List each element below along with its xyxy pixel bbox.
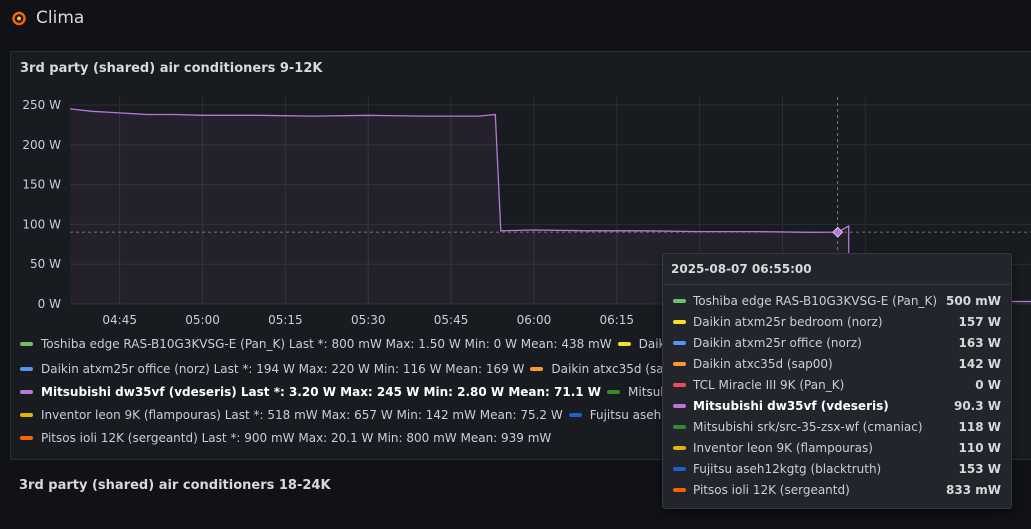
tooltip-series-value: 500 mW (946, 294, 1001, 308)
tooltip-row: Daikin atxm25r office (norz) 163 W (671, 334, 1003, 355)
legend-item[interactable]: Daikin atxm25r office (norz) Last *: 194… (20, 362, 524, 376)
legend-item[interactable]: Pitsos ioli 12K (sergeantd) Last *: 900 … (20, 431, 551, 445)
tooltip-swatch (673, 362, 686, 366)
tooltip-list: Toshiba edge RAS-B10G3KVSG-E (Pan_K) 500 … (671, 292, 1003, 502)
tooltip-swatch (673, 341, 686, 345)
tooltip-series-value: 110 W (958, 441, 1001, 455)
tooltip-row: Pitsos ioli 12K (sergeantd) 833 mW (671, 481, 1003, 502)
tooltip-series-value: 163 W (958, 336, 1001, 350)
legend-swatch (20, 436, 33, 440)
grafana-logo-icon[interactable] (11, 10, 27, 26)
legend-swatch (20, 342, 33, 346)
tooltip-row: Inventor leon 9K (flampouras) 110 W (671, 439, 1003, 460)
x-tick-label: 05:00 (185, 313, 220, 327)
top-bar: Clima (0, 0, 1031, 40)
legend-label: Toshiba edge RAS-B10G3KVSG-E (Pan_K) Las… (41, 337, 612, 351)
hover-tooltip: 2025-08-07 06:55:00 Toshiba edge RAS-B10… (662, 253, 1012, 509)
panel-title-2[interactable]: 3rd party (shared) air conditioners 18-2… (19, 478, 331, 493)
dashboard-title[interactable]: Clima (36, 8, 85, 28)
tooltip-swatch (673, 320, 686, 324)
tooltip-swatch (673, 467, 686, 471)
tooltip-series-name: Daikin atxm25r office (norz) (693, 336, 862, 350)
tooltip-row: TCL Miracle III 9K (Pan_K) 0 W (671, 376, 1003, 397)
tooltip-series-name: Inventor leon 9K (flampouras) (693, 441, 873, 455)
tooltip-series-value: 118 W (958, 420, 1001, 434)
divider (663, 284, 1011, 285)
tooltip-row: Toshiba edge RAS-B10G3KVSG-E (Pan_K) 500 … (671, 292, 1003, 313)
tooltip-series-value: 833 mW (946, 483, 1001, 497)
legend-row: Pitsos ioli 12K (sergeantd) Last *: 900 … (20, 429, 557, 445)
tooltip-swatch (673, 446, 686, 450)
legend-swatch (20, 390, 33, 394)
series-line (69, 108, 1031, 303)
tooltip-swatch (673, 299, 686, 303)
legend-label: Mitsubishi dw35vf (vdeseris) Last *: 3.2… (41, 385, 602, 399)
tooltip-series-name: Mitsubishi dw35vf (vdeseris) (693, 399, 889, 413)
y-tick-label: 200 W (22, 138, 61, 152)
tooltip-swatch (673, 383, 686, 387)
tooltip-swatch (673, 404, 686, 408)
hover-point (832, 226, 844, 238)
tooltip-swatch (673, 425, 686, 429)
legend-item[interactable]: Toshiba edge RAS-B10G3KVSG-E (Pan_K) Las… (20, 337, 612, 351)
tooltip-series-value: 157 W (958, 315, 1001, 329)
tooltip-row: Daikin atxm25r bedroom (norz) 157 W (671, 313, 1003, 334)
legend-swatch (530, 367, 544, 371)
x-tick-label: 05:45 (434, 313, 469, 327)
tooltip-series-name: Fujitsu aseh12kgtg (blacktruth) (693, 462, 882, 476)
y-tick-label: 150 W (22, 178, 61, 192)
legend-label: Daikin atxm25r office (norz) Last *: 194… (41, 362, 525, 376)
tooltip-row: Mitsubishi srk/src-35-zsx-wf (cmaniac) 11… (671, 418, 1003, 439)
tooltip-series-name: Mitsubishi srk/src-35-zsx-wf (cmaniac) (693, 420, 923, 434)
legend-label: Pitsos ioli 12K (sergeantd) Last *: 900 … (41, 431, 552, 445)
legend-item[interactable]: Inventor leon 9K (flampouras) Last *: 51… (20, 408, 563, 422)
x-tick-label: 04:45 (102, 313, 137, 327)
tooltip-series-value: 142 W (958, 357, 1001, 371)
y-tick-label: 0 W (38, 297, 61, 311)
legend-swatch (607, 390, 621, 394)
tooltip-series-value: 153 W (958, 462, 1001, 476)
tooltip-series-name: Pitsos ioli 12K (sergeantd) (693, 483, 850, 497)
tooltip-series-value: 90.3 W (953, 399, 1001, 413)
x-tick-label: 05:30 (351, 313, 386, 327)
legend-item[interactable]: Mitsubishi dw35vf (vdeseris) Last *: 3.2… (20, 385, 601, 399)
tooltip-row: Mitsubishi dw35vf (vdeseris) 90.3 W (671, 397, 1003, 418)
tooltip-series-name: Toshiba edge RAS-B10G3KVSG-E (Pan_K) (693, 294, 938, 308)
legend-row: Daikin atxm25r office (norz) Last *: 194… (20, 360, 697, 376)
tooltip-swatch (673, 488, 686, 492)
y-tick-label: 250 W (22, 98, 61, 112)
y-tick-label: 50 W (30, 257, 61, 271)
legend-swatch (20, 413, 33, 417)
x-tick-label: 06:00 (517, 313, 552, 327)
tooltip-timestamp: 2025-08-07 06:55:00 (671, 262, 812, 276)
tooltip-series-value: 0 W (975, 378, 1001, 392)
x-tick-label: 06:15 (599, 313, 634, 327)
tooltip-series-name: Daikin atxm25r bedroom (norz) (693, 315, 883, 329)
tooltip-row: Daikin atxc35d (sap00) 142 W (671, 355, 1003, 376)
legend-swatch (568, 413, 582, 417)
tooltip-row: Fujitsu aseh12kgtg (blacktruth) 153 W (671, 460, 1003, 481)
legend-label: Inventor leon 9K (flampouras) Last *: 51… (41, 408, 563, 422)
legend-swatch (20, 367, 33, 371)
tooltip-series-name: Daikin atxc35d (sap00) (693, 357, 833, 371)
legend-item[interactable]: Daikin atxc35d (sap00) (530, 362, 691, 376)
panel-title[interactable]: 3rd party (shared) air conditioners 9-12… (20, 61, 323, 76)
legend-label: Daikin atxc35d (sap00) (551, 362, 692, 376)
x-tick-label: 05:15 (268, 313, 303, 327)
y-tick-label: 100 W (22, 217, 61, 231)
tooltip-series-name: TCL Miracle III 9K (Pan_K) (693, 378, 845, 392)
legend-swatch (617, 342, 631, 346)
